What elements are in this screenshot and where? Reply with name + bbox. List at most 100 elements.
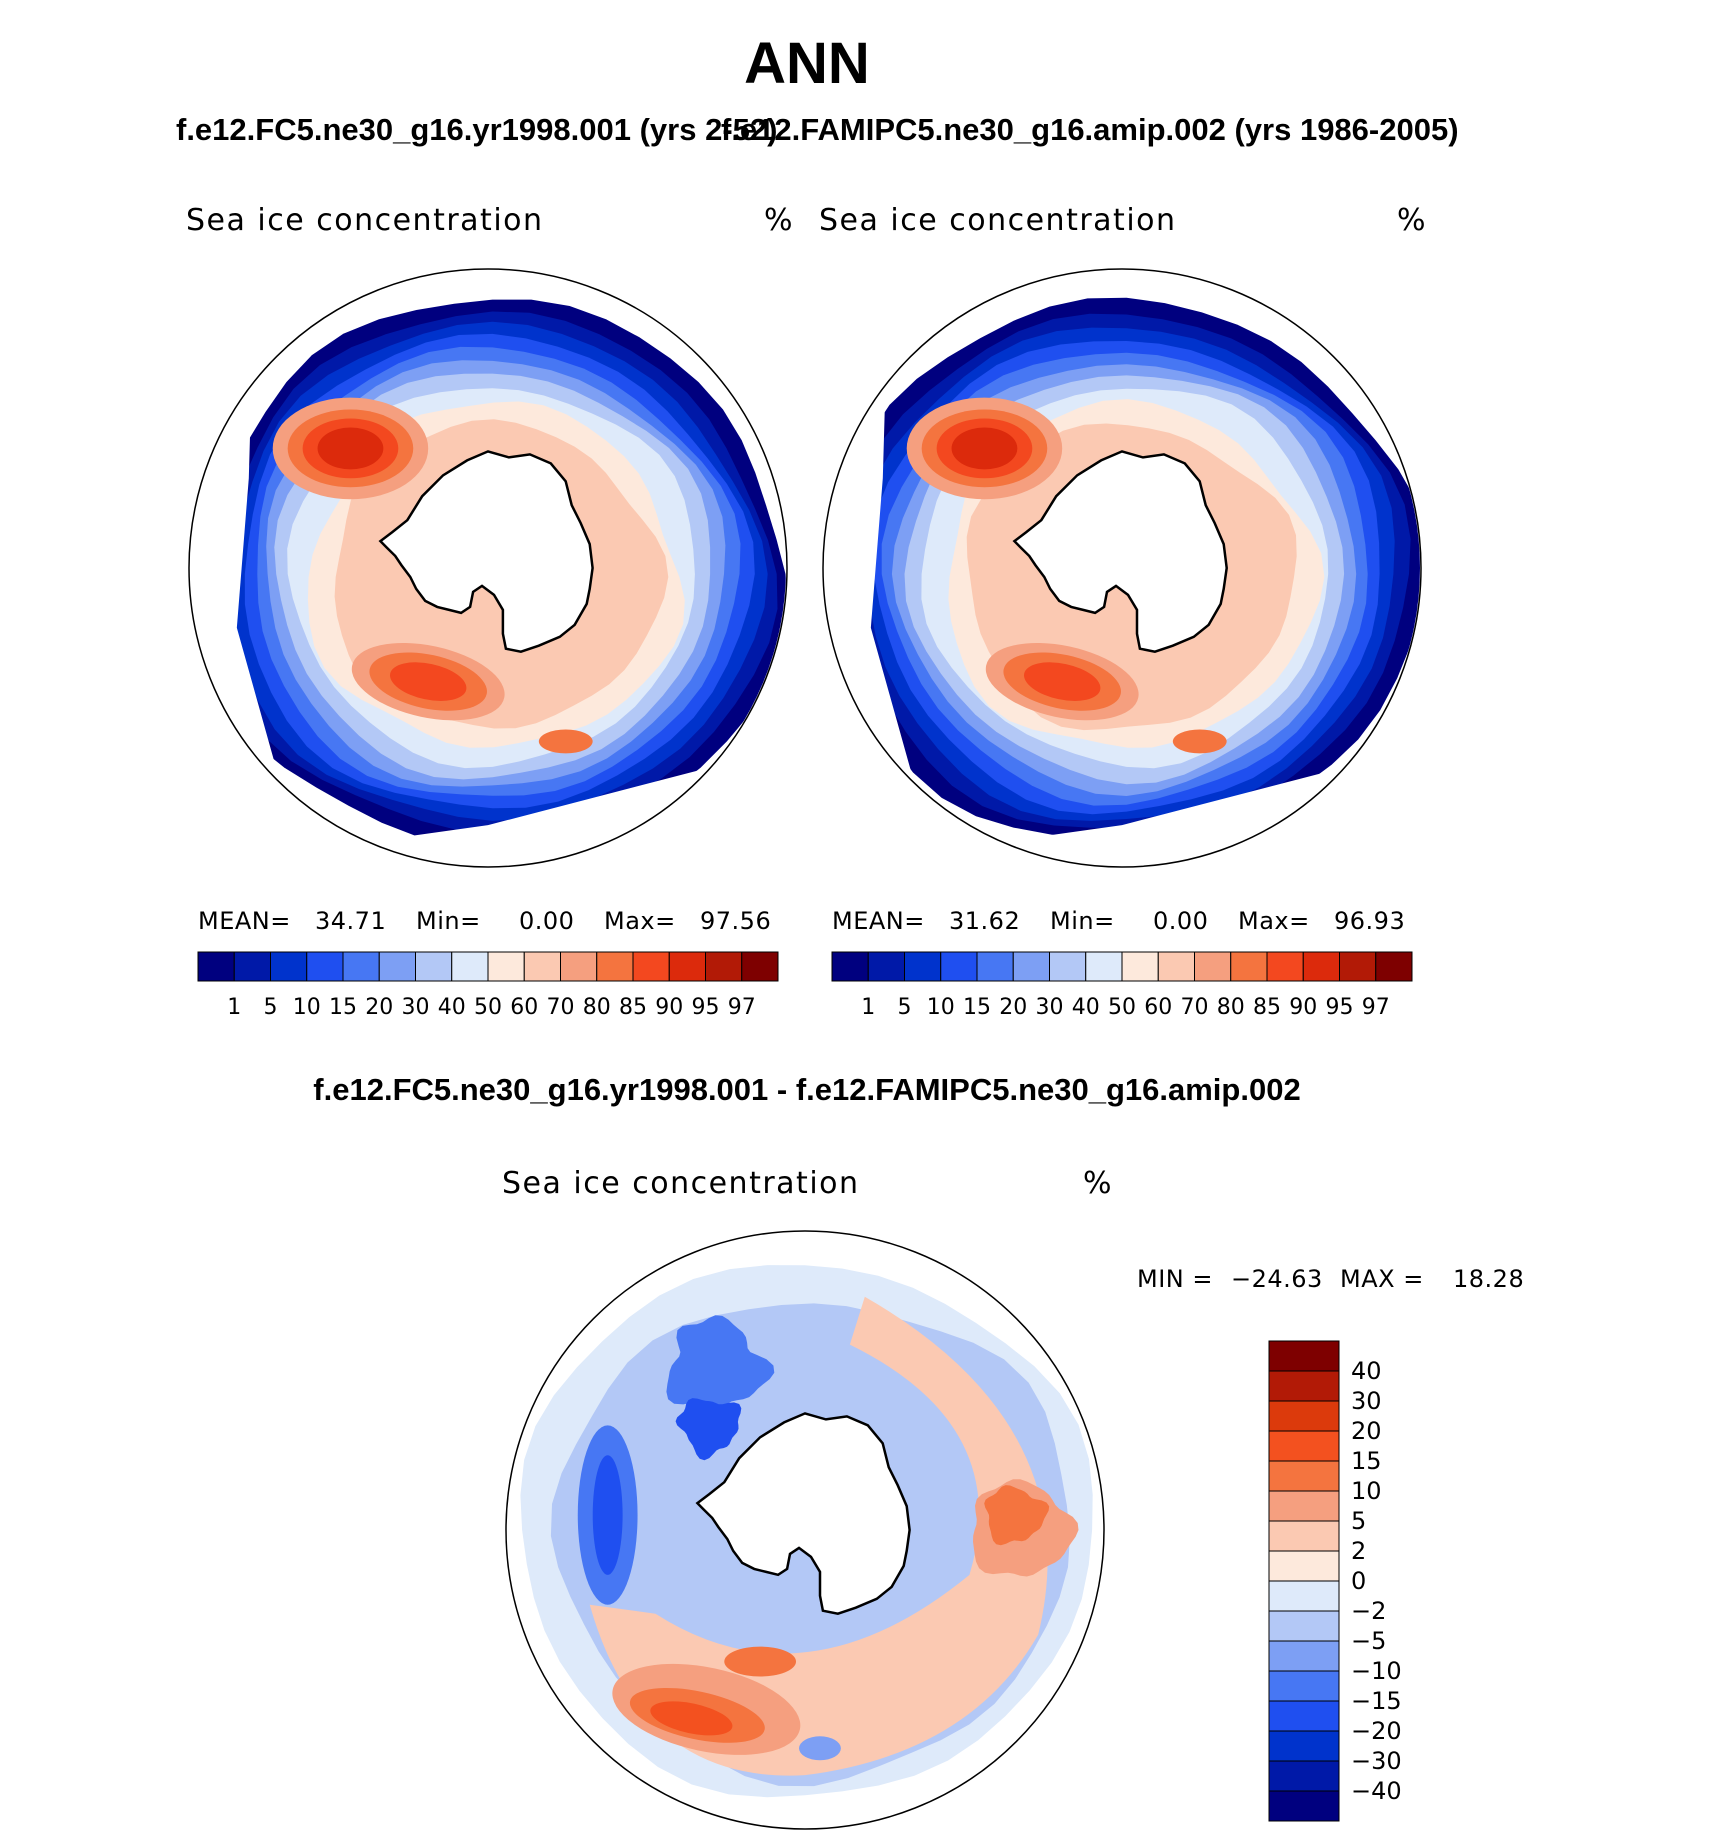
map-boundary: [188, 268, 788, 868]
colorbar-swatch: [1268, 1400, 1340, 1432]
colorbar-swatch: [831, 951, 869, 982]
panel1-mean-value: 34.71: [315, 907, 387, 935]
colorbar-tick-label: 50: [1108, 995, 1136, 1020]
colorbar-tick-label: 40: [1351, 1357, 1382, 1385]
colorbar-swatch: [1121, 951, 1159, 982]
colorbar-swatch: [1268, 1790, 1340, 1822]
colorbar-tick-label: −15: [1351, 1687, 1402, 1715]
colorbar-swatch: [976, 951, 1014, 982]
colorbar-swatch: [1268, 1340, 1340, 1372]
colorbar-swatch: [1268, 1490, 1340, 1522]
colorbar-swatch: [1049, 951, 1087, 982]
colorbar-swatch: [306, 951, 344, 982]
weddell-patch-13: [951, 427, 1018, 470]
colorbar-tick-label: 10: [927, 995, 955, 1020]
colorbar-tick-label: 70: [1181, 995, 1209, 1020]
colorbar-0: 1 5 10 15 20 30 40 50 60 70 80 85 90 95 97: [197, 951, 779, 1020]
colorbar-swatch: [1230, 951, 1268, 982]
colorbar-swatch: [940, 951, 978, 982]
colorbar-swatch: [1268, 1430, 1340, 1462]
colorbar-tick-label: 70: [547, 995, 575, 1020]
colorbar-tick-label: 10: [1351, 1477, 1382, 1505]
colorbar-swatch: [1268, 1520, 1340, 1552]
diff-units-label: %: [1083, 1166, 1114, 1201]
colorbar-tick-label: −30: [1351, 1747, 1402, 1775]
colorbar-tick-label: 80: [583, 995, 611, 1020]
panel2-units-label: %: [1397, 203, 1428, 238]
ice-field-1: [824, 270, 1420, 866]
colorbar-tick-label: 90: [655, 995, 683, 1020]
colorbar-1: 1 5 10 15 20 30 40 50 60 70 80 85 90 95 97: [831, 951, 1413, 1020]
colorbar-tick-label: 10: [293, 995, 321, 1020]
colorbar-tick-label: −10: [1351, 1657, 1402, 1685]
colorbar-tick-label: 20: [1351, 1417, 1382, 1445]
amundsen-patch: [538, 729, 593, 754]
colorbar-swatch: [1268, 1730, 1340, 1762]
diff-variable-label: Sea ice concentration: [502, 1166, 860, 1201]
colorbar-tick-label: −40: [1351, 1777, 1402, 1805]
colorbar-tick-label: 97: [728, 995, 756, 1020]
colorbar-tick-label: −5: [1351, 1627, 1386, 1655]
panel2-variable-label: Sea ice concentration: [819, 203, 1177, 238]
colorbar-swatch: [342, 951, 380, 982]
colorbar-tick-label: 85: [1253, 995, 1281, 1020]
colorbar-tick-label: 20: [999, 995, 1027, 1020]
diff-peninsula-neg2: [592, 1455, 623, 1575]
ice-map-1: [822, 268, 1422, 868]
case1-title: f.e12.FC5.ne30_g16.yr1998.001 (yrs 2-52): [176, 112, 778, 147]
diff-weddell-neg2: [675, 1398, 742, 1461]
colorbar-swatch: [596, 951, 634, 982]
colorbar-swatch: [1268, 1640, 1340, 1672]
colorbar-swatch: [451, 951, 489, 982]
colorbar-tick-label: 60: [1144, 995, 1172, 1020]
colorbar-tick-label: 40: [1072, 995, 1100, 1020]
colorbar-tick-label: 40: [438, 995, 466, 1020]
weddell-patch-13: [317, 427, 384, 470]
colorbar-tick-label: 20: [365, 995, 393, 1020]
diff-title: f.e12.FC5.ne30_g16.yr1998.001 - f.e12.FA…: [313, 1072, 1301, 1107]
panel1-min-value: 0.00: [519, 907, 575, 935]
antarctica-coastline: [1012, 450, 1228, 653]
colorbar-tick-label: 15: [1351, 1447, 1382, 1475]
colorbar-tick-label: 5: [898, 995, 912, 1020]
colorbar-swatch: [867, 951, 905, 982]
colorbar-tick-label: 95: [692, 995, 720, 1020]
diff-max-value: 18.28: [1453, 1265, 1525, 1293]
diff-max-label: MAX =: [1340, 1265, 1424, 1293]
panel1-max-label: Max=: [604, 907, 676, 935]
colorbar-swatch: [1268, 1550, 1340, 1582]
diff-weddell-neg: [666, 1315, 775, 1410]
diff-map: [505, 1230, 1105, 1830]
diff-south-neg: [799, 1736, 841, 1761]
ice-map-0: [188, 268, 788, 868]
colorbar-tick-label: 85: [619, 995, 647, 1020]
antarctica-coastline: [695, 1412, 911, 1615]
colorbar-tick-label: 5: [1351, 1507, 1366, 1535]
diff-min-label: MIN =: [1137, 1265, 1213, 1293]
colorbar-swatch: [1012, 951, 1050, 982]
colorbar-tick-label: 95: [1326, 995, 1354, 1020]
colorbar-swatch: [1085, 951, 1123, 982]
diff-ross-15: [650, 1701, 733, 1736]
colorbar-swatch: [705, 951, 743, 982]
colorbar-swatch: [1302, 951, 1340, 982]
panel1-variable-label: Sea ice concentration: [186, 203, 544, 238]
colorbar-swatch: [1268, 1610, 1340, 1642]
colorbar-tick-label: −2: [1351, 1597, 1386, 1625]
diff-band-pos-2: [589, 1296, 1048, 1776]
colorbar-swatch: [197, 951, 235, 982]
colorbar-swatch: [523, 951, 561, 982]
diff-patch-east-core: [984, 1485, 1050, 1546]
colorbar-swatch: [487, 951, 525, 982]
colorbar-tick-label: 30: [1351, 1387, 1382, 1415]
colorbar-tick-label: −20: [1351, 1717, 1402, 1745]
panel1-mean-label: MEAN=: [198, 907, 291, 935]
map-boundary: [822, 268, 1422, 868]
map-boundary: [505, 1230, 1105, 1830]
colorbar-tick-label: 15: [329, 995, 357, 1020]
panel2-max-value: 96.93: [1334, 907, 1406, 935]
colorbar-tick-label: 5: [264, 995, 278, 1020]
panel2-max-label: Max=: [1238, 907, 1310, 935]
colorbar-tick-label: 0: [1351, 1567, 1366, 1595]
